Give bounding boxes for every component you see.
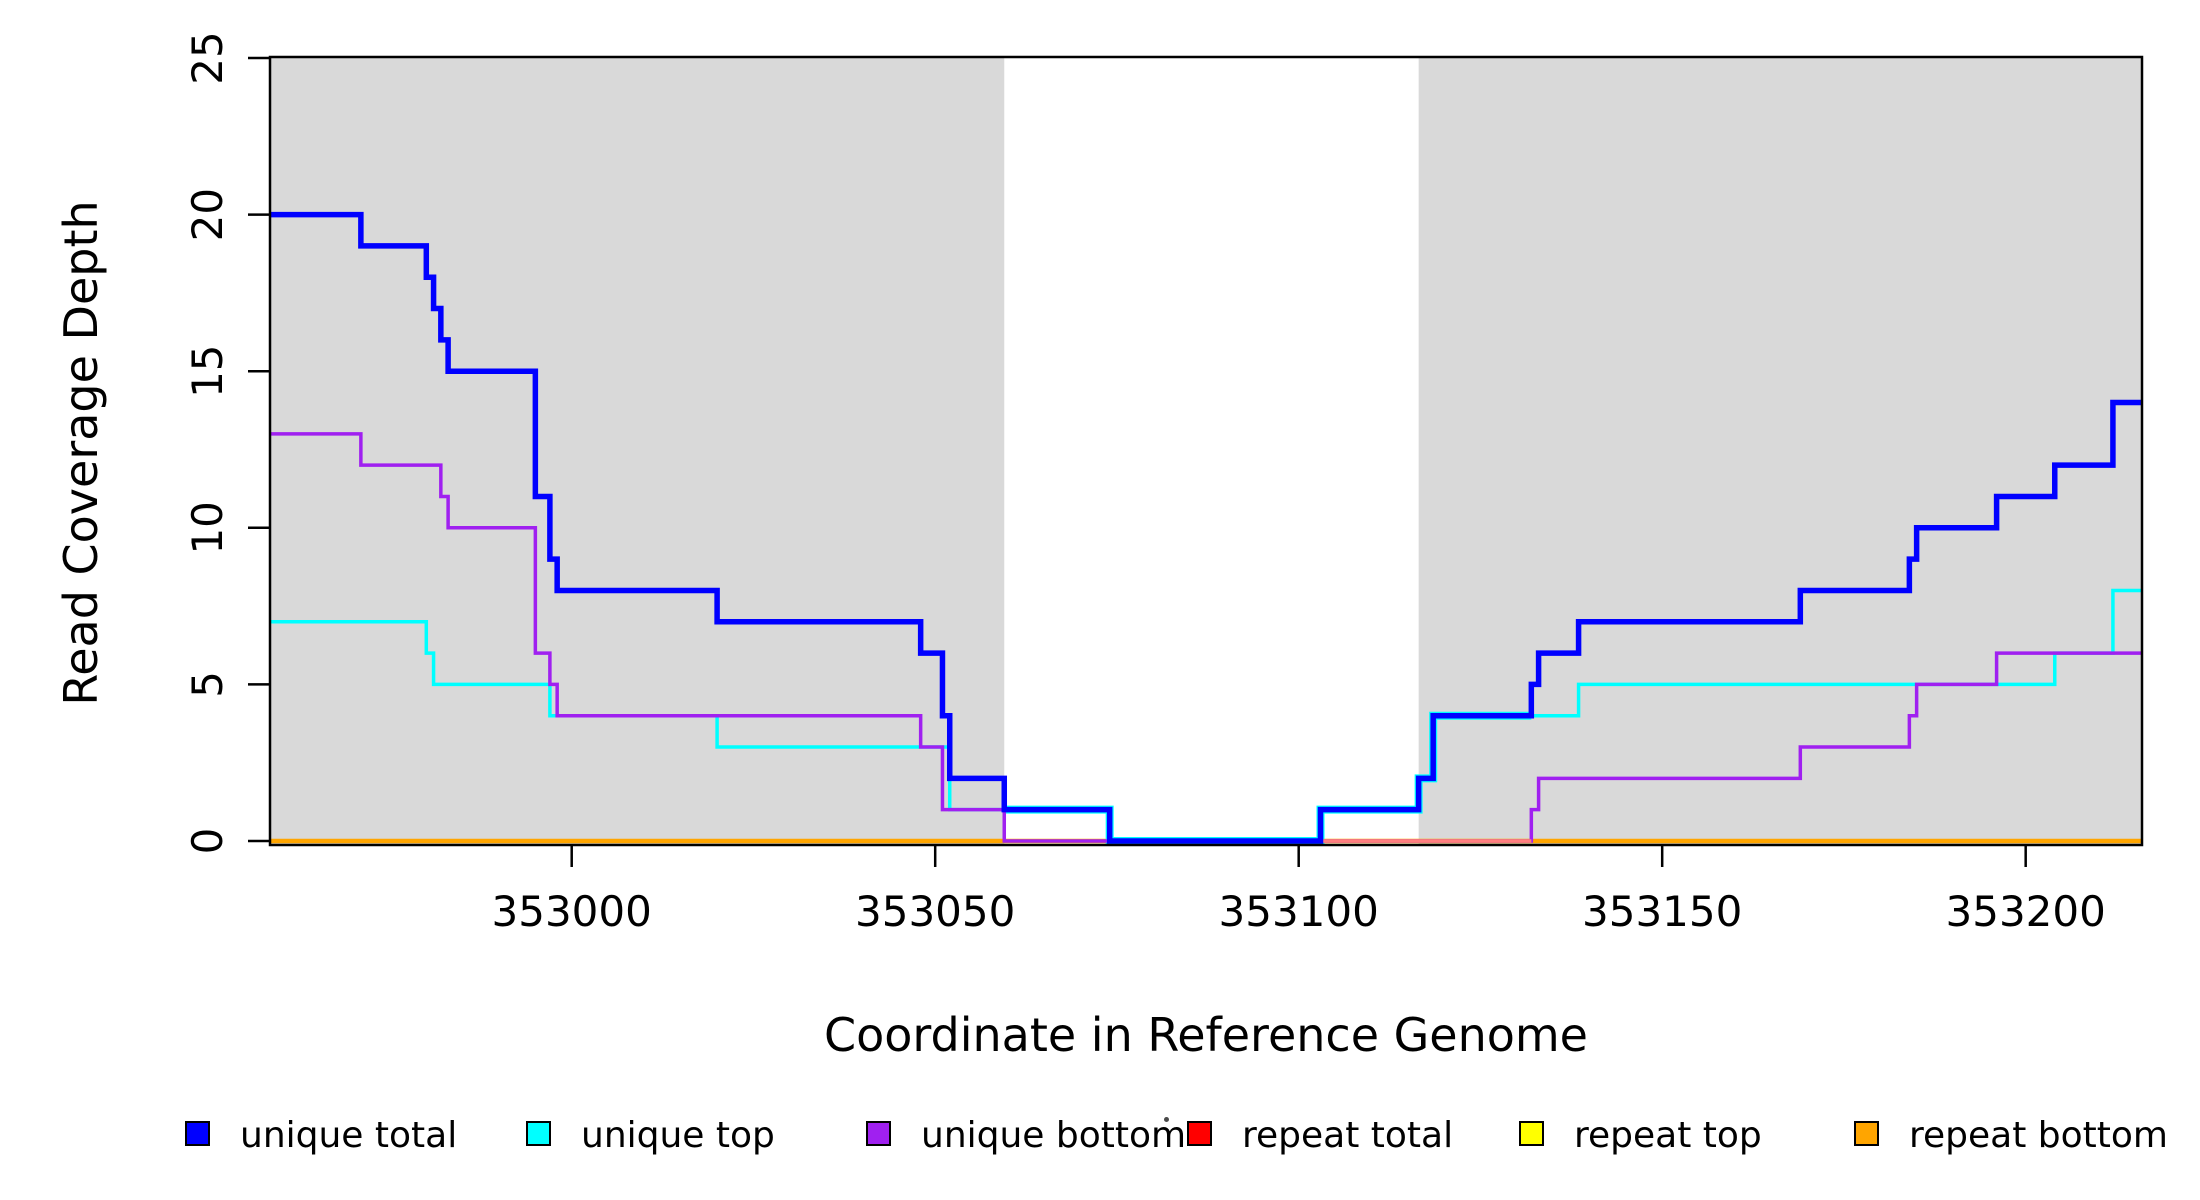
x-tick-label: 353150: [1582, 887, 1742, 936]
legend-label: repeat bottom: [1909, 1115, 2168, 1156]
unique-total-line: [270, 211, 2142, 844]
x-tick-label: 353100: [1219, 887, 1379, 936]
legend-label: unique bottom: [921, 1115, 1186, 1156]
x-tick-label: 353050: [855, 887, 1015, 936]
shaded-region: [270, 58, 1005, 844]
legend-swatch-unique-top: [526, 1121, 551, 1146]
legend-swatch-unique-bottom: [866, 1121, 891, 1146]
y-tick-label: 20: [183, 188, 232, 241]
y-tick-label: 0: [183, 828, 232, 855]
y-axis-title: Read Coverage Depth: [54, 200, 108, 706]
x-axis-title: Coordinate in Reference Genome: [824, 1008, 1588, 1062]
legend-label: unique total: [240, 1115, 457, 1156]
y-tick-label: 5: [183, 671, 232, 698]
legend-label: unique top: [581, 1115, 775, 1156]
y-tick-label: 25: [183, 31, 232, 84]
x-tick-label: 353000: [492, 887, 652, 936]
legend-swatch-repeat-total: [1187, 1121, 1212, 1146]
y-tick-label: 10: [183, 501, 232, 554]
legend-swatch-repeat-bottom: [1854, 1121, 1879, 1146]
legend-label: repeat top: [1574, 1115, 1762, 1156]
y-tick-label: 15: [183, 344, 232, 397]
x-tick-label: 353200: [1946, 887, 2106, 936]
unique-bottom-line: [270, 432, 2142, 843]
shaded-region: [1418, 58, 2142, 844]
stray-mark: [1164, 1117, 1169, 1122]
legend-swatch-unique-total: [185, 1121, 210, 1146]
legend-label: repeat total: [1242, 1115, 1453, 1156]
plot-box: [268, 55, 2144, 847]
legend-swatch-repeat-top: [1519, 1121, 1544, 1146]
